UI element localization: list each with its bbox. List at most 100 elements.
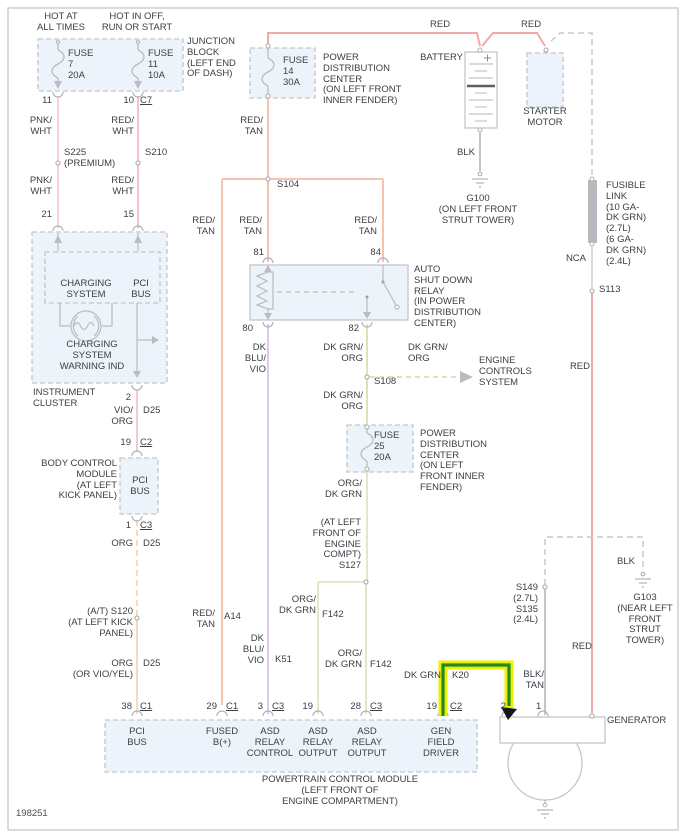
- pcm-gen-field-driver: GEN FIELD DRIVER: [423, 726, 459, 759]
- pcm-asd-relay-output-2: ASD RELAY OUTPUT: [347, 726, 387, 759]
- cluster-pin-15: 15: [123, 209, 134, 220]
- org-label: ORG: [111, 538, 133, 549]
- pcm-pin-19a: 19: [302, 701, 313, 712]
- dk-grn-label: DK GRN: [404, 670, 441, 681]
- dk-blu-vio-k51-label: DK BLU/ VIO: [242, 633, 264, 666]
- connector-c1-b: C1: [226, 701, 239, 712]
- splice-s108: [364, 374, 370, 380]
- bcm-pin-19: 19: [120, 437, 131, 448]
- pcm-pin-38: 38: [121, 701, 132, 712]
- blk-tan-label: BLK/ TAN: [523, 669, 544, 691]
- splice-s120: [134, 615, 140, 621]
- red-tan-right: RED/ TAN: [354, 215, 377, 237]
- connector-c2-bcm: C2: [140, 437, 153, 448]
- warning-lamp-icon: [70, 310, 102, 342]
- red-wht-upper: RED/ WHT: [111, 115, 134, 137]
- red-tan-fuse14: RED/ TAN: [240, 115, 263, 137]
- fuse11-label: FUSE 11 10A: [148, 48, 174, 81]
- blk-battery-label: BLK: [457, 147, 475, 158]
- splice-s210: [135, 160, 141, 166]
- component-boxes: [31, 38, 564, 773]
- pcm-asd-relay-control: ASD RELAY CONTROL: [246, 726, 294, 759]
- starter-terminal: [543, 47, 549, 53]
- red-mid-label: RED: [569, 361, 590, 372]
- splice-s104-label: S104: [277, 179, 300, 190]
- circuit-k51: K51: [275, 654, 292, 665]
- gen-pin-1: 1: [536, 701, 542, 712]
- splice-s149: [542, 584, 548, 590]
- connector-arcs: [52, 91, 549, 717]
- g100-ground-icon: [477, 171, 483, 177]
- highlighted-gen-field-wire: [438, 660, 517, 720]
- pcm-pci-bus: PCI BUS: [127, 726, 147, 748]
- bcm-label: BODY CONTROL MODULE (AT LEFT KICK PANEL): [41, 458, 117, 502]
- red-tan-mid: RED/ TAN: [239, 215, 262, 237]
- dk-blu-vio-label: DK BLU/ VIO: [244, 342, 266, 375]
- relay-pin-82: 82: [348, 323, 359, 334]
- org-dkgrn-left-label: ORG/ DK GRN: [279, 594, 316, 616]
- generator-symbol: [499, 716, 606, 819]
- pcm-pin-29: 29: [206, 701, 217, 712]
- pcm-pin-19b: 19: [426, 701, 437, 712]
- fuse-symbols: [51, 39, 374, 472]
- dk-grn-org-down: DK GRN/ ORG: [323, 390, 363, 412]
- blk-g103-label: BLK: [617, 556, 635, 567]
- connector-d25-a: D25: [143, 405, 161, 416]
- pdc-fuse14-name: POWER DISTRIBUTION CENTER (ON LEFT FRONT…: [323, 52, 402, 107]
- jb-pin-10: 10: [123, 95, 134, 106]
- connector-c3-bcm: C3: [140, 520, 153, 531]
- nca-label: NCA: [565, 253, 586, 264]
- starter-motor-label: STARTER MOTOR: [523, 106, 567, 128]
- circuit-a14: A14: [224, 611, 241, 622]
- connector-c7: C7: [140, 95, 153, 106]
- bcm-pci-bus-label: PCI BUS: [130, 475, 150, 497]
- fuse25-label: FUSE 25 20A: [374, 430, 400, 463]
- pnk-wht-lower: PNK/ WHT: [29, 175, 52, 197]
- circuit-f142-left: F142: [322, 609, 344, 620]
- pdc-fuse25-name: POWER DISTRIBUTION CENTER (ON LEFT FRONT…: [420, 428, 488, 493]
- pcm-fused-b: FUSED B(+): [205, 726, 239, 748]
- hot-in-off-label: HOT IN OFF, RUN OR START: [101, 11, 173, 33]
- jb-pin-11: 11: [42, 95, 52, 106]
- cluster-internals: [54, 233, 159, 378]
- red-battery-label: RED: [430, 19, 451, 30]
- warning-ind-label: CHARGING SYSTEM WARNING IND: [59, 339, 125, 372]
- cluster-pci-bus-label: PCI BUS: [131, 278, 151, 300]
- asd-relay-label: AUTO SHUT DOWN RELAY (IN POWER DISTRIBUT…: [414, 264, 482, 329]
- pcm-pin-28: 28: [350, 701, 361, 712]
- highlight-arrow-icon: [501, 707, 517, 720]
- circuit-k20: K20: [452, 670, 469, 681]
- splice-s127: [363, 579, 369, 585]
- splice-dots: [55, 47, 595, 719]
- dk-grn-org-out: DK GRN/ ORG: [323, 342, 363, 364]
- connector-c3-b: C3: [370, 701, 383, 712]
- splice-s149-label: S149 (2.7L) S135 (2.4L): [513, 582, 538, 626]
- engine-controls-label: ENGINE CONTROLS SYSTEM: [479, 355, 532, 388]
- splice-s104: [265, 176, 271, 182]
- splice-s225: [55, 160, 61, 166]
- ground-symbols: [472, 171, 651, 588]
- bcm-pin-1: 1: [125, 520, 131, 531]
- wire-red-battery: [267, 32, 481, 47]
- connector-c1-a: C1: [140, 701, 153, 712]
- red-tan-a14-label: RED/ TAN: [192, 608, 215, 630]
- wire-blk-g103: [544, 536, 644, 585]
- g100-label: G100 (ON LEFT FRONT STRUT TOWER): [438, 193, 518, 226]
- cluster-pin-2: 2: [125, 392, 131, 403]
- g103-ground-icon: [640, 571, 646, 577]
- org-dkgrn-right-label: ORG/ DK GRN: [325, 648, 362, 670]
- splice-s127-label: (AT LEFT FRONT OF ENGINE COMPT) S127: [312, 517, 361, 572]
- red-wht-lower: RED/ WHT: [111, 175, 134, 197]
- fusible-link-label: FUSIBLE LINK (10 GA- DK GRN) (2.7L) (6 G…: [606, 180, 647, 267]
- splice-s113-label: S113: [599, 284, 621, 295]
- pnk-wht-upper: PNK/ WHT: [29, 115, 52, 137]
- connector-c2-pcm: C2: [450, 701, 463, 712]
- fuse7-label: FUSE 7 20A: [68, 48, 94, 81]
- connector-d25-b: D25: [143, 538, 161, 549]
- junction-block-label: JUNCTION BLOCK (LEFT END OF DASH): [187, 36, 236, 80]
- fuse14-label: FUSE 14 30A: [283, 55, 309, 88]
- battery-symbol: [464, 47, 498, 133]
- splice-s113: [589, 288, 595, 294]
